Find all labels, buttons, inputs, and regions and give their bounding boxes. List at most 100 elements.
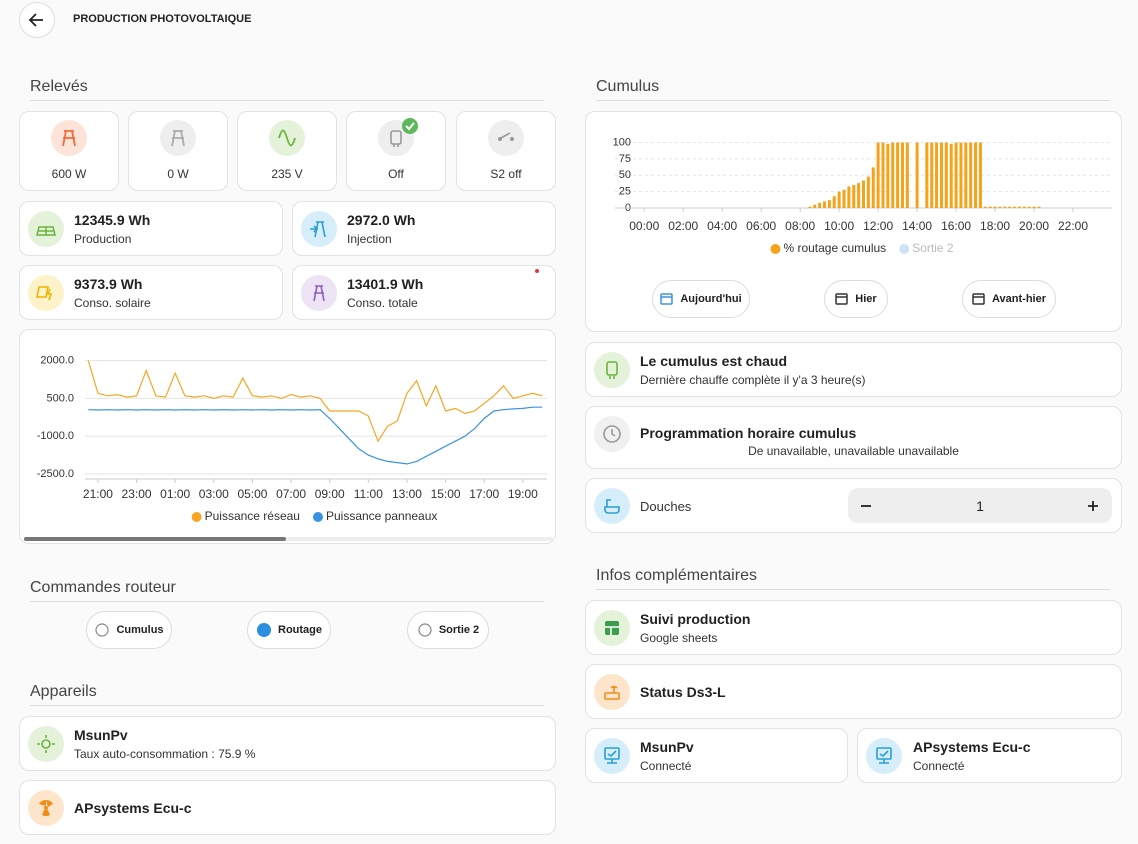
- radio-indicator: [257, 623, 271, 637]
- back-button[interactable]: [19, 2, 55, 38]
- legend-swatch: [770, 244, 781, 254]
- radio-option[interactable]: Routage: [247, 611, 331, 649]
- info-title: Le cumulus est chaud: [640, 353, 788, 369]
- y-tick-label: 50: [619, 169, 631, 181]
- bar: [983, 206, 987, 208]
- info-title: Programmation horaire cumulus: [640, 425, 857, 441]
- section-rule: [596, 100, 1110, 101]
- x-tick-label: 12:00: [863, 219, 893, 233]
- stat-icon: [28, 211, 64, 247]
- douches-value: 1: [976, 498, 984, 514]
- bar: [954, 142, 958, 208]
- date-button[interactable]: Avant-hier: [962, 280, 1056, 318]
- bar: [1003, 206, 1007, 208]
- legend-label: Puissance réseau: [205, 509, 300, 523]
- bar: [969, 142, 973, 208]
- y-tick-label: -1000.0: [37, 430, 74, 442]
- stat-card[interactable]: 9373.9 Wh Conso. solaire: [19, 265, 283, 320]
- device-card[interactable]: APsystems Ecu-c: [19, 780, 556, 835]
- status-card[interactable]: MsunPv Connecté: [585, 728, 848, 783]
- legend-label: Puissance panneaux: [326, 509, 437, 523]
- bar: [832, 196, 836, 208]
- stat-card[interactable]: 2972.0 Wh Injection: [292, 201, 556, 256]
- back-icon: [28, 13, 43, 27]
- legend-label: % routage cumulus: [783, 241, 886, 255]
- bar: [944, 142, 948, 208]
- x-tick-label: 10:00: [824, 219, 854, 233]
- y-tick-label: 75: [619, 153, 631, 165]
- bar: [886, 143, 890, 208]
- page-title: PRODUCTION PHOTOVOLTAIQUE: [73, 13, 252, 25]
- x-tick-label: 04:00: [707, 219, 737, 233]
- radio-label: Sortie 2: [438, 624, 480, 636]
- info-subtitle: Dernière chauffe complète il y'a 3 heure…: [640, 373, 866, 387]
- date-button-label: Hier: [855, 293, 877, 305]
- bar: [939, 142, 943, 208]
- device-icon: [28, 726, 64, 762]
- tile-icon: [269, 120, 305, 156]
- y-tick-label: 500.0: [46, 392, 74, 404]
- info-icon: [594, 352, 630, 388]
- tile[interactable]: S2 off: [456, 111, 556, 191]
- info-title: Status Ds3-L: [640, 684, 726, 700]
- info-card[interactable]: Status Ds3-L: [585, 664, 1122, 719]
- tile-icon: [488, 120, 524, 156]
- status-card[interactable]: APsystems Ecu-c Connecté: [857, 728, 1122, 783]
- radio-circle: [95, 623, 110, 637]
- tile[interactable]: 235 V: [237, 111, 337, 191]
- stat-card[interactable]: 12345.9 Wh Production: [19, 201, 283, 256]
- tile[interactable]: Off: [346, 111, 446, 191]
- date-button[interactable]: Hier: [824, 280, 888, 318]
- x-tick-label: 17:00: [469, 487, 499, 501]
- status-subtitle: Connecté: [913, 759, 965, 773]
- status-title: APsystems Ecu-c: [913, 739, 1031, 755]
- bar: [935, 142, 939, 208]
- tile[interactable]: 600 W: [19, 111, 119, 191]
- stat-card[interactable]: 13401.9 Wh Conso. totale: [292, 265, 556, 320]
- x-tick-label: 05:00: [237, 487, 267, 501]
- section-rule: [30, 100, 544, 101]
- x-tick-label: 23:00: [122, 487, 152, 501]
- data-line: [88, 406, 543, 465]
- info-title: Suivi production: [640, 611, 751, 627]
- stat-label: Conso. totale: [347, 296, 418, 310]
- info-card[interactable]: Suivi production Google sheets: [585, 600, 1122, 655]
- douches-label: Douches: [640, 499, 692, 514]
- x-tick-label: 01:00: [160, 487, 190, 501]
- bar: [837, 191, 841, 208]
- stat-label: Injection: [347, 232, 392, 246]
- radio-option[interactable]: Sortie 2: [407, 611, 489, 649]
- device-icon: [28, 790, 64, 826]
- section-rule: [30, 601, 544, 602]
- x-tick-label: 21:00: [83, 487, 113, 501]
- bar: [808, 206, 812, 208]
- tile-icon: [160, 120, 196, 156]
- decrement-button[interactable]: [858, 498, 874, 514]
- scroll-thumb: [24, 537, 286, 541]
- tile[interactable]: 0 W: [128, 111, 228, 191]
- y-tick-label: 25: [619, 186, 631, 198]
- status-subtitle: Connecté: [640, 759, 692, 773]
- info-card[interactable]: Le cumulus est chaud Dernière chauffe co…: [585, 342, 1122, 397]
- radio-option[interactable]: Cumulus: [86, 611, 172, 649]
- radio-indicator: [95, 623, 110, 637]
- info-card[interactable]: Programmation horaire cumulus De unavail…: [585, 406, 1122, 469]
- device-card[interactable]: MsunPv Taux auto-consommation : 75.9 %: [19, 716, 556, 771]
- x-tick-label: 11:00: [354, 487, 383, 501]
- bar: [1013, 206, 1017, 208]
- bar: [1032, 206, 1036, 208]
- x-tick-label: 02:00: [668, 219, 698, 233]
- status-icon: [594, 738, 630, 774]
- device-title: MsunPv: [74, 727, 128, 743]
- bar: [891, 142, 895, 208]
- cumulus-chart-card: 0 25 50 75 100 00:00 02:00 04:00 06:00 08:00 10:00…: [585, 111, 1122, 332]
- increment-button[interactable]: [1085, 498, 1101, 514]
- data-line: [87, 360, 543, 443]
- date-button[interactable]: Aujourd'hui: [652, 280, 750, 318]
- bar: [871, 167, 875, 208]
- bar: [866, 176, 870, 208]
- legend-swatch: [312, 512, 323, 522]
- radio-circle: [257, 623, 271, 637]
- x-tick-label: 14:00: [902, 219, 932, 233]
